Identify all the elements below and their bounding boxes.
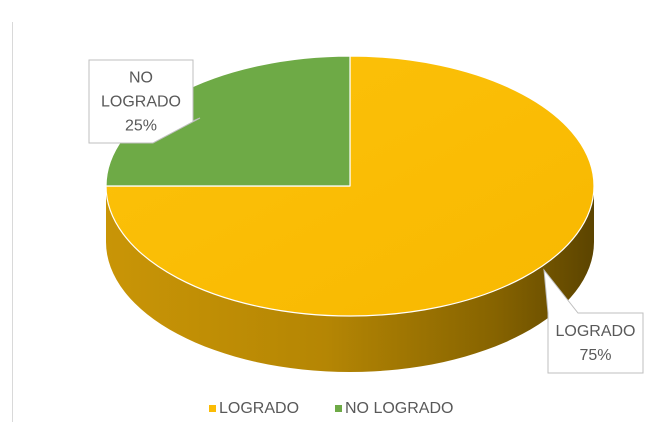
data-label-no-logrado: NO LOGRADO 25% — [88, 59, 201, 144]
legend-item-logrado-label: LOGRADO — [219, 400, 299, 417]
legend-item-no-logrado: NO LOGRADO — [335, 400, 453, 417]
data-label-logrado-line-2: 75% — [579, 347, 611, 364]
data-label-no-logrado-box — [88, 59, 201, 144]
data-label-no-logrado-line-1: NO — [129, 70, 153, 87]
data-label-no-logrado-line-2: LOGRADO — [101, 94, 181, 111]
pie-layer — [105, 55, 595, 372]
data-label-no-logrado-line-3: 25% — [125, 118, 157, 135]
data-label-logrado-line-1: LOGRADO — [555, 323, 635, 340]
legend-item-no-logrado-swatch — [335, 405, 342, 412]
label-layer: NO LOGRADO 25% LOGRADO 75% — [88, 59, 644, 374]
data-label-logrado-box — [543, 268, 644, 374]
legend-item-no-logrado-label: NO LOGRADO — [345, 400, 453, 417]
pie-slice-logrado — [105, 55, 595, 317]
pie-side-wall-logrado — [106, 186, 594, 372]
legend-item-logrado: LOGRADO — [209, 400, 299, 417]
data-label-logrado: LOGRADO 75% — [543, 268, 644, 374]
legend: LOGRADO NO LOGRADO — [209, 400, 453, 417]
left-border-line — [12, 22, 13, 422]
legend-item-logrado-swatch — [209, 405, 216, 412]
